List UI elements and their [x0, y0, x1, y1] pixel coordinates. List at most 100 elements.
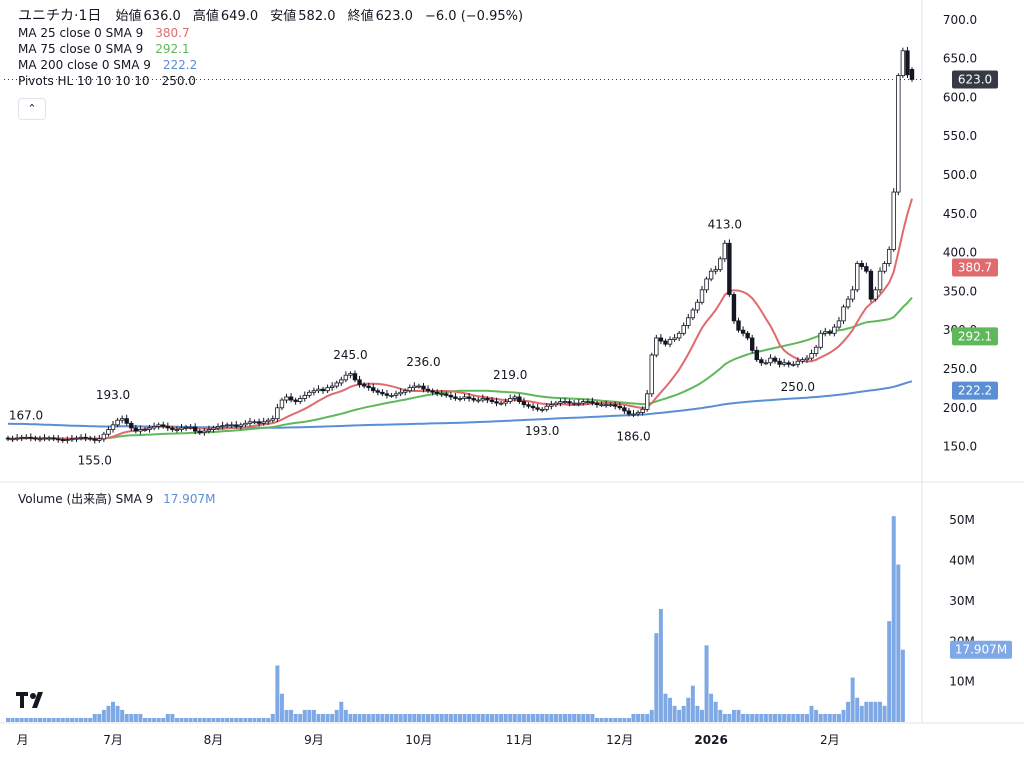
candles: [5, 46, 915, 444]
candle-body: [229, 424, 234, 427]
candle-body: [850, 289, 855, 300]
ma75-line: [8, 296, 913, 440]
pivot-label: 245.0: [333, 348, 367, 362]
volume-bar: [640, 713, 645, 722]
candle-body: [841, 306, 846, 322]
candle-body: [147, 427, 152, 430]
volume-bar: [489, 713, 494, 722]
volume-bar: [15, 717, 20, 722]
ma200-legend[interactable]: MA 200 close 0 SMA 9 222.2: [18, 57, 531, 73]
price-axis[interactable]: 150.0200.0250.0300.0350.0400.0450.0500.0…: [943, 13, 977, 454]
candle-body: [722, 242, 728, 260]
volume-bar: [782, 713, 787, 722]
candle-body: [238, 424, 244, 427]
change-value: −6.0 (−0.95%): [425, 9, 524, 24]
candle-body: [813, 346, 819, 354]
candle-body: [69, 438, 75, 441]
symbol-title[interactable]: ユニチカ·1日: [18, 8, 102, 24]
candle-body: [622, 407, 627, 412]
volume-badge: 17.907M: [950, 640, 1012, 659]
candle-body: [553, 402, 559, 406]
ma75-legend[interactable]: MA 75 close 0 SMA 9 292.1: [18, 41, 531, 57]
candle-body: [786, 362, 791, 365]
volume-bar: [836, 713, 841, 722]
volume-bar: [325, 713, 330, 722]
volume-bar: [284, 709, 289, 722]
volume-legend[interactable]: Volume (出来高) SMA 9 17.907M: [18, 490, 215, 507]
candle-body: [727, 242, 732, 295]
volume-bar: [129, 713, 134, 722]
candle-body: [371, 387, 376, 392]
candle-body: [65, 439, 70, 442]
volume-bar: [654, 633, 659, 722]
pivots-legend[interactable]: Pivots HL 10 10 10 10 250.0: [18, 73, 531, 89]
volume-bar: [873, 701, 878, 722]
volume-bar: [681, 705, 686, 722]
volume-bar: [471, 713, 476, 722]
volume-bar: [462, 713, 467, 722]
candle-body: [161, 424, 166, 427]
time-tick-label: 11月: [506, 733, 533, 747]
volume-bar: [380, 713, 385, 722]
candle-body: [416, 385, 422, 388]
candle-body: [498, 402, 504, 405]
time-axis[interactable]: 月 7月 8月 9月 10月 11月 12月 2026 2月: [17, 733, 840, 747]
current-price-badge-text: 623.0: [958, 73, 992, 87]
volume-bar: [362, 713, 367, 722]
volume-value: 17.907M: [163, 492, 216, 506]
candle-body: [485, 398, 490, 401]
ma200-line: [7, 380, 913, 429]
candle-body: [101, 433, 107, 440]
volume-tick-label: 50M: [949, 513, 975, 527]
volume-bar: [293, 713, 298, 722]
volume-bar: [795, 713, 800, 722]
candle-body: [654, 337, 659, 356]
volume-bar: [339, 701, 344, 722]
close-label: 終値: [347, 9, 374, 24]
candle-body: [549, 404, 554, 407]
volume-bar: [343, 709, 348, 722]
volume-bar: [142, 717, 147, 722]
volume-axis[interactable]: 10M20M30M40M50M: [949, 513, 975, 688]
candle-body: [288, 396, 294, 401]
candle-body: [539, 408, 545, 411]
candle-body: [311, 390, 317, 393]
candle-body: [686, 317, 691, 326]
volume-bar: [435, 713, 440, 722]
tradingview-logo-icon[interactable]: [14, 688, 50, 712]
volume-bar: [581, 713, 586, 722]
volume-bar: [882, 705, 887, 722]
price-tick-label: 350.0: [943, 284, 977, 298]
volume-bar: [426, 713, 431, 722]
candle-body: [361, 384, 367, 387]
volume-bar: [352, 713, 357, 722]
pivots-value: 250.0: [161, 74, 196, 88]
candle-body: [754, 349, 759, 361]
volume-bars: [6, 516, 905, 722]
volume-bar: [585, 713, 590, 722]
time-tick-label: 2026: [694, 733, 727, 747]
volume-bar: [188, 717, 193, 722]
volume-bar: [773, 713, 778, 722]
candle-body: [46, 437, 52, 440]
ma25-legend[interactable]: MA 25 close 0 SMA 9 380.7: [18, 25, 531, 41]
candle-body: [626, 410, 632, 415]
volume-bar: [243, 717, 248, 722]
volume-bar: [613, 717, 618, 722]
volume-bar: [645, 713, 650, 722]
volume-bar: [124, 713, 129, 722]
volume-bar: [56, 717, 61, 722]
volume-bar: [791, 713, 796, 722]
candle-body: [179, 427, 184, 430]
volume-bar: [517, 713, 522, 722]
volume-bar: [430, 713, 435, 722]
chevron-up-icon[interactable]: ⌃: [18, 98, 46, 120]
candle-body: [594, 402, 600, 406]
volume-bar: [247, 717, 252, 722]
volume-bar: [759, 713, 764, 722]
volume-bar: [47, 717, 52, 722]
volume-bar: [663, 693, 668, 722]
volume-bar: [229, 717, 234, 722]
volume-bar: [567, 713, 572, 722]
